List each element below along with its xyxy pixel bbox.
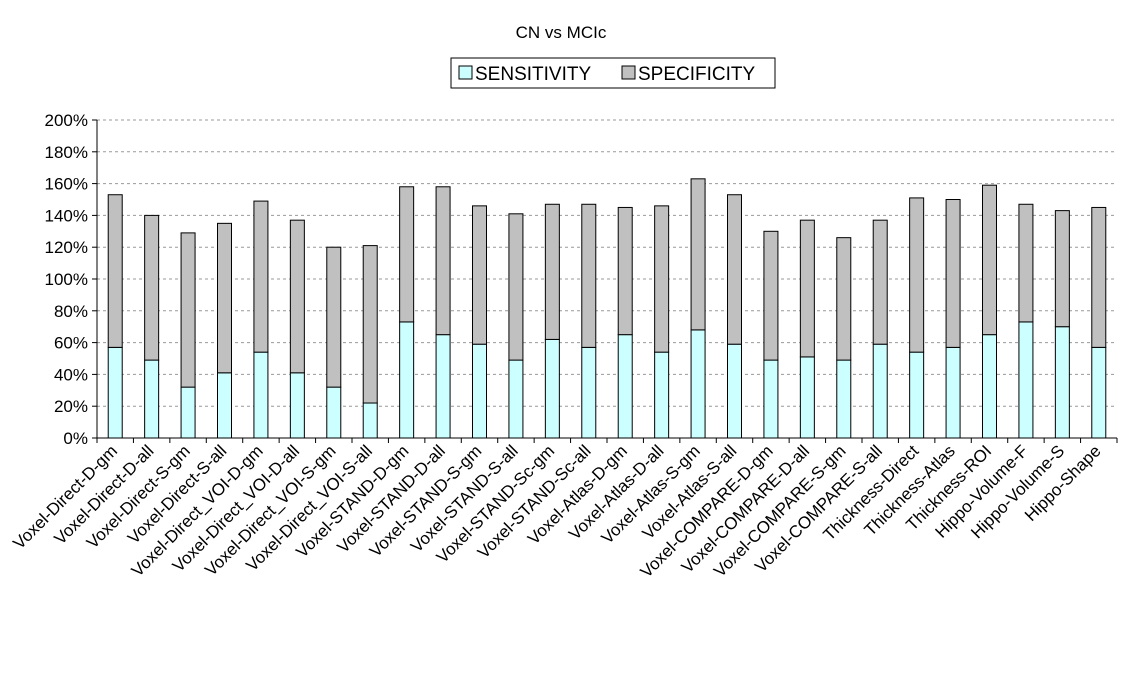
bar-sensitivity [508, 359, 524, 439]
bar-specificity [982, 184, 997, 336]
bar-specificity [727, 194, 742, 345]
bar-sensitivity [289, 372, 305, 439]
y-tick-label: 40% [54, 365, 88, 384]
y-axis: 0% 20% 40% 60% 80% 100% 120% 140% 160% 180% 200% [45, 111, 98, 448]
bar-sensitivity [799, 356, 815, 439]
bar-sensitivity [362, 402, 378, 439]
bar-specificity [654, 205, 670, 353]
y-tick-label: 0% [63, 429, 88, 448]
y-tick-label: 180% [45, 143, 88, 162]
bar-sensitivity [1054, 326, 1070, 439]
bar-sensitivity [399, 321, 415, 439]
bar-specificity [945, 199, 961, 348]
bar-sensitivity [763, 359, 779, 439]
bar-specificity [435, 186, 451, 336]
plot-area: 0% 20% 40% 60% 80% 100% 120% 140% 160% 180% 200% V… [9, 111, 1118, 582]
bar-specificity [581, 203, 597, 348]
bar-sensitivity [982, 334, 997, 439]
bar-sensitivity [872, 343, 888, 439]
bar-specificity [690, 178, 706, 331]
bar-sensitivity [690, 329, 706, 439]
y-tick-label: 160% [45, 175, 88, 194]
bar-specificity [472, 205, 487, 345]
bar-sensitivity [727, 343, 742, 439]
y-tick-label: 20% [54, 397, 88, 416]
bar-sensitivity [617, 334, 633, 439]
bar-specificity [763, 230, 779, 361]
legend-label-specificity: SPECIFICITY [638, 64, 756, 85]
bar-sensitivity [253, 351, 269, 439]
legend-frame [450, 57, 776, 89]
bar-sensitivity [544, 338, 560, 439]
bar-sensitivity [435, 334, 451, 439]
bar-sensitivity [945, 346, 961, 439]
y-tick-label: 60% [54, 334, 88, 353]
bar-sensitivity [581, 346, 597, 439]
bar-specificity [217, 222, 232, 374]
bars [107, 178, 1107, 439]
bar-specificity [1054, 210, 1070, 328]
bar-specificity [909, 197, 925, 353]
bar-sensitivity [217, 372, 232, 439]
y-tick-label: 140% [45, 206, 88, 225]
y-tick-label: 200% [45, 111, 88, 130]
bar-specificity [289, 219, 305, 374]
bar-specificity [180, 232, 196, 388]
y-tick-label: 100% [45, 270, 88, 289]
bar-sensitivity [144, 359, 160, 439]
bar-specificity [1091, 206, 1107, 348]
bar-specificity [544, 203, 560, 340]
bar-sensitivity [107, 346, 123, 439]
bar-specificity [107, 194, 123, 348]
bar-specificity [253, 200, 269, 353]
bar-sensitivity [909, 351, 925, 439]
bar-sensitivity [326, 386, 342, 439]
legend: SENSITIVITY SPECIFICITY [450, 57, 776, 89]
bar-specificity [799, 219, 815, 358]
bar-specificity [362, 245, 378, 404]
y-tick-label: 80% [54, 302, 88, 321]
bar-specificity [1018, 203, 1034, 323]
bar-specificity [617, 206, 633, 336]
bar-sensitivity [1091, 346, 1107, 439]
bar-specificity [508, 213, 524, 361]
bar-sensitivity [1018, 321, 1034, 439]
bar-sensitivity [472, 343, 487, 439]
bar-specificity [399, 186, 415, 323]
legend-swatch-specificity [621, 65, 636, 80]
gridlines [97, 119, 1117, 407]
x-axis: Voxel-Direct-D-gmVoxel-Direct-D-allVoxel… [9, 437, 1118, 582]
bar-sensitivity [836, 359, 852, 439]
bar-specificity [872, 219, 888, 345]
bar-sensitivity [654, 351, 670, 439]
chart-title: CN vs MCIc [516, 23, 607, 42]
bar-specificity [144, 214, 160, 361]
legend-label-sensitivity: SENSITIVITY [475, 64, 591, 85]
legend-swatch-sensitivity [458, 65, 473, 80]
y-tick-label: 120% [45, 238, 88, 257]
bar-sensitivity [180, 386, 196, 439]
bar-specificity [836, 237, 852, 361]
bar-specificity [326, 246, 342, 388]
